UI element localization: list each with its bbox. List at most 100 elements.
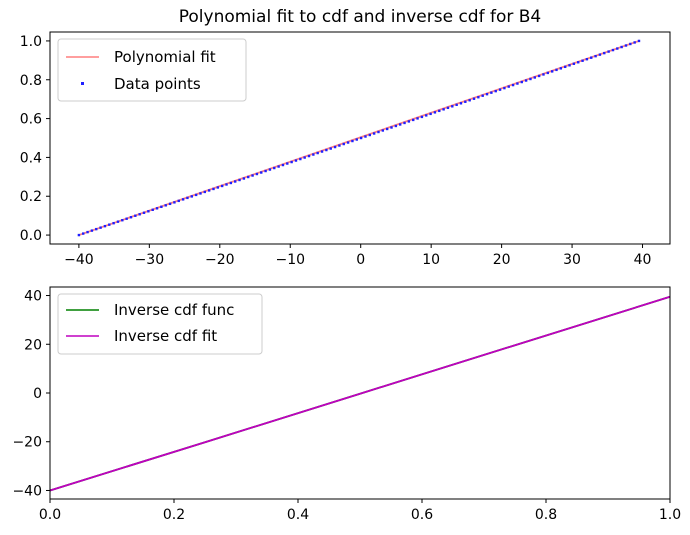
data-point <box>472 97 476 100</box>
bottom-x-tick-label: 0.8 <box>535 507 557 523</box>
top-x-tick-label: −40 <box>64 252 94 268</box>
data-point <box>433 111 437 114</box>
data-point <box>468 99 471 102</box>
data-point <box>385 127 389 131</box>
bottom-y-tick-label: −40 <box>12 483 42 499</box>
top-y-tick-label: 1.0 <box>20 34 42 50</box>
top-x-tick-label: 10 <box>422 252 440 268</box>
data-point <box>320 150 324 153</box>
data-point <box>611 48 615 52</box>
top-plot-area <box>77 39 641 237</box>
data-point <box>303 156 306 159</box>
data-point <box>394 124 398 128</box>
series-line-inverse-cdf-fit <box>49 295 671 492</box>
data-point <box>90 229 94 232</box>
data-point <box>142 211 146 214</box>
data-point <box>99 226 102 229</box>
data-point <box>260 171 263 174</box>
top-axes-frame <box>49 31 671 245</box>
data-point <box>290 160 293 164</box>
data-point <box>459 102 463 105</box>
data-point <box>77 233 81 237</box>
top-y-tick-label: 0.6 <box>20 112 42 128</box>
data-point <box>511 83 515 87</box>
data-point <box>529 77 532 81</box>
top-y-tick-label: 0.8 <box>20 73 42 89</box>
data-point <box>455 103 458 106</box>
data-point <box>121 219 124 222</box>
legend-swatch-data-points <box>81 82 84 85</box>
data-point <box>555 68 558 72</box>
legend-label-data-points: Data points <box>114 75 201 93</box>
data-point <box>346 141 350 144</box>
bottom-legend-box <box>57 293 263 355</box>
data-point <box>125 217 128 220</box>
data-point <box>138 213 141 216</box>
data-point <box>585 58 589 61</box>
data-point <box>598 53 602 56</box>
top-x-tick-label: 20 <box>493 252 511 268</box>
data-point <box>342 142 345 146</box>
data-point <box>481 94 484 97</box>
data-point <box>381 129 385 132</box>
data-point <box>116 220 120 223</box>
data-point <box>186 196 189 200</box>
bottom-x-tick-label: 0.0 <box>39 507 61 523</box>
data-point <box>281 163 285 167</box>
data-point <box>572 62 576 65</box>
data-point <box>199 192 202 195</box>
data-point <box>160 205 163 209</box>
bottom-x-tick-label: 1.0 <box>659 507 681 523</box>
bottom-plot-area <box>49 295 671 492</box>
data-point <box>372 132 376 135</box>
data-point <box>607 50 610 53</box>
data-point <box>563 65 567 69</box>
data-point <box>355 138 358 141</box>
top-x-axis: −40 −30 −20 −10 0 10 20 30 40 <box>64 244 651 268</box>
data-point <box>559 67 563 70</box>
data-point <box>212 187 215 191</box>
top-legend: Polynomial fit Data points <box>57 38 247 102</box>
legend-label-inverse-cdf-func: Inverse cdf func <box>114 301 234 319</box>
data-point <box>633 41 636 44</box>
data-point <box>203 190 206 194</box>
data-point <box>603 51 606 55</box>
data-point <box>542 73 545 76</box>
data-point <box>520 80 523 84</box>
data-point <box>338 144 341 147</box>
bottom-x-axis: 0.0 0.2 0.4 0.6 0.8 1.0 <box>39 499 681 523</box>
data-point <box>503 86 506 90</box>
top-x-tick-label: −30 <box>135 252 165 268</box>
data-point <box>325 148 328 152</box>
data-point <box>442 108 445 111</box>
data-point <box>190 195 193 198</box>
bottom-x-tick-label: 0.4 <box>287 507 309 523</box>
legend-label-polynomial-fit: Polynomial fit <box>114 48 216 66</box>
data-point <box>316 151 319 155</box>
data-point <box>464 100 467 103</box>
bottom-y-tick-label: 0 <box>33 386 42 402</box>
data-point <box>333 145 337 149</box>
top-x-tick-label: 30 <box>563 252 581 268</box>
data-point <box>359 136 363 140</box>
data-point <box>590 56 593 59</box>
data-point <box>225 183 228 186</box>
bottom-x-tick-label: 0.6 <box>411 507 433 523</box>
data-point <box>329 147 332 150</box>
bottom-legend: Inverse cdf func Inverse cdf fit <box>57 293 263 355</box>
top-x-tick-label: −20 <box>205 252 235 268</box>
data-point <box>577 61 580 64</box>
bottom-y-tick-label: −20 <box>12 435 42 451</box>
data-point <box>429 112 432 116</box>
data-point <box>416 117 419 120</box>
data-point <box>86 230 89 234</box>
data-point <box>168 202 172 206</box>
data-point <box>407 120 411 123</box>
data-point <box>368 133 371 137</box>
top-y-tick-label: 0.0 <box>20 228 42 244</box>
bottom-y-tick-label: 40 <box>24 289 42 305</box>
top-legend-box <box>57 38 247 102</box>
data-point <box>155 207 159 210</box>
data-point <box>451 105 454 108</box>
